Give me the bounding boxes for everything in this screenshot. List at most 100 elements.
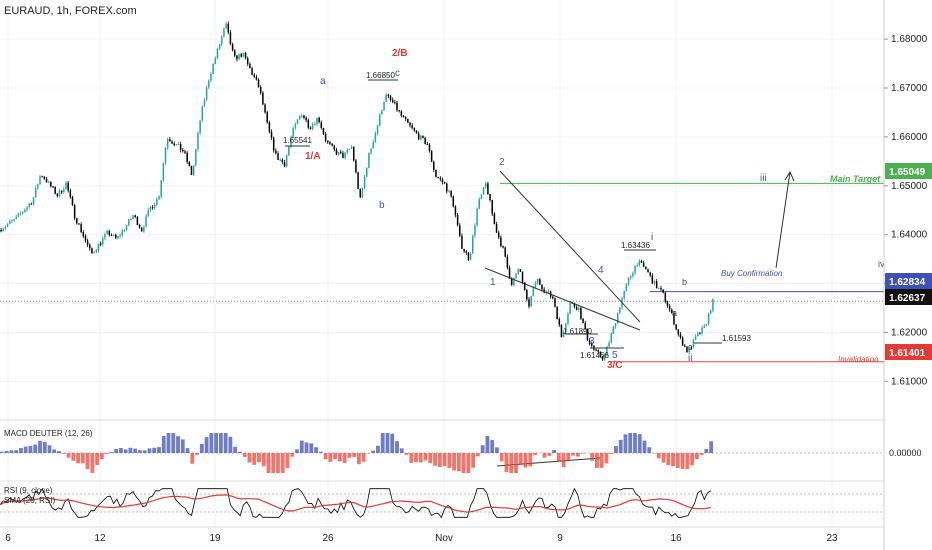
chart-title: EURAUD, 1h, FOREX.com xyxy=(4,5,137,17)
macd-bar xyxy=(409,453,414,463)
candle-body xyxy=(359,188,362,198)
candle-body xyxy=(532,287,535,297)
grid xyxy=(0,0,884,527)
candle-body xyxy=(493,213,496,225)
macd-bar xyxy=(433,453,437,466)
macd-bar xyxy=(304,442,309,453)
macd-bar xyxy=(423,453,428,461)
candle-body xyxy=(4,226,7,229)
candle-body xyxy=(500,237,502,247)
candle-body xyxy=(54,186,56,194)
macd-bar xyxy=(33,444,38,453)
candle-body xyxy=(192,165,195,176)
candle-body xyxy=(671,309,673,314)
candle-body xyxy=(350,146,353,149)
candle-body xyxy=(281,159,284,163)
macd-bar xyxy=(618,439,623,453)
label-invalidation: Invalidation xyxy=(838,355,879,364)
annotation-1-61593: 1.61593 xyxy=(722,334,751,343)
macd-histogram xyxy=(0,433,714,473)
macd-bar xyxy=(671,453,675,467)
candle-body xyxy=(474,225,476,236)
candle-body xyxy=(324,133,327,141)
candle-body xyxy=(675,324,677,330)
macd-bar xyxy=(666,453,671,466)
macd-bar xyxy=(9,450,14,453)
candle-body xyxy=(446,183,448,192)
candle-body xyxy=(151,206,154,208)
candle-body xyxy=(216,48,219,59)
candle-body xyxy=(686,346,688,353)
candle-body xyxy=(580,307,582,319)
candle-body xyxy=(130,218,132,220)
candle-body xyxy=(114,234,117,239)
candle-body xyxy=(121,230,124,236)
candle-body xyxy=(348,148,351,150)
candle-body xyxy=(305,117,307,121)
candle-body xyxy=(15,216,17,220)
candle-body xyxy=(162,163,165,181)
macd-bar xyxy=(599,453,604,468)
candle-body xyxy=(127,219,130,225)
candle-body xyxy=(389,96,392,100)
candle-body xyxy=(619,307,621,313)
candle-body xyxy=(541,284,543,290)
candle-body xyxy=(402,115,405,118)
candle-body xyxy=(601,356,604,360)
macd-bar xyxy=(276,453,280,473)
candle-body xyxy=(262,92,264,105)
macd-bar xyxy=(628,433,633,453)
candle-body xyxy=(471,235,474,254)
candle-body xyxy=(634,266,636,274)
macd-bar xyxy=(590,453,595,461)
macd-bar xyxy=(228,436,233,453)
macd-bar xyxy=(285,453,290,469)
label-main-target: Main Target xyxy=(830,174,881,184)
candle-body xyxy=(233,50,236,56)
candle-body xyxy=(510,278,513,286)
candle-body xyxy=(249,63,251,69)
macd-bar xyxy=(504,453,509,473)
candle-body xyxy=(91,248,93,254)
macd-bar xyxy=(452,453,457,471)
candle-body xyxy=(489,193,491,200)
candle-body xyxy=(368,152,370,169)
candle-body xyxy=(552,296,554,299)
candle-body xyxy=(119,235,121,237)
macd-bar xyxy=(395,441,399,453)
candle-body xyxy=(236,55,238,60)
candle-body xyxy=(225,23,227,29)
macd-bar xyxy=(218,433,223,453)
candle-body xyxy=(385,94,387,102)
candle-body xyxy=(177,144,180,146)
candle-body xyxy=(169,139,171,142)
candle-body xyxy=(478,199,481,209)
candle-body xyxy=(45,179,48,183)
macd-bar xyxy=(314,447,318,453)
macd-bar xyxy=(642,440,647,453)
candle-body xyxy=(709,310,712,314)
candle-body xyxy=(435,169,437,177)
candle-body xyxy=(480,194,483,200)
macd-bar xyxy=(28,446,33,453)
macd-bar xyxy=(704,448,709,453)
wave-label-i: i xyxy=(651,232,653,243)
candle-body xyxy=(67,182,69,191)
y-tick-label: 1.62000 xyxy=(891,327,928,338)
macd-bar xyxy=(128,447,133,453)
y-tick-label: 1.66000 xyxy=(891,132,928,143)
candle-body xyxy=(363,176,366,188)
macd-bar xyxy=(19,448,23,453)
candle-body xyxy=(166,139,169,148)
macd-bar xyxy=(685,453,690,470)
candle-body xyxy=(277,153,279,160)
candle-body xyxy=(647,269,649,273)
macd-bar xyxy=(447,453,452,468)
candle-body xyxy=(528,299,530,307)
macd-bar xyxy=(414,453,418,463)
candle-body xyxy=(664,292,667,302)
candle-body xyxy=(547,291,550,293)
candle-body xyxy=(383,101,385,111)
candle-body xyxy=(582,318,584,323)
macd-bar xyxy=(437,453,442,468)
